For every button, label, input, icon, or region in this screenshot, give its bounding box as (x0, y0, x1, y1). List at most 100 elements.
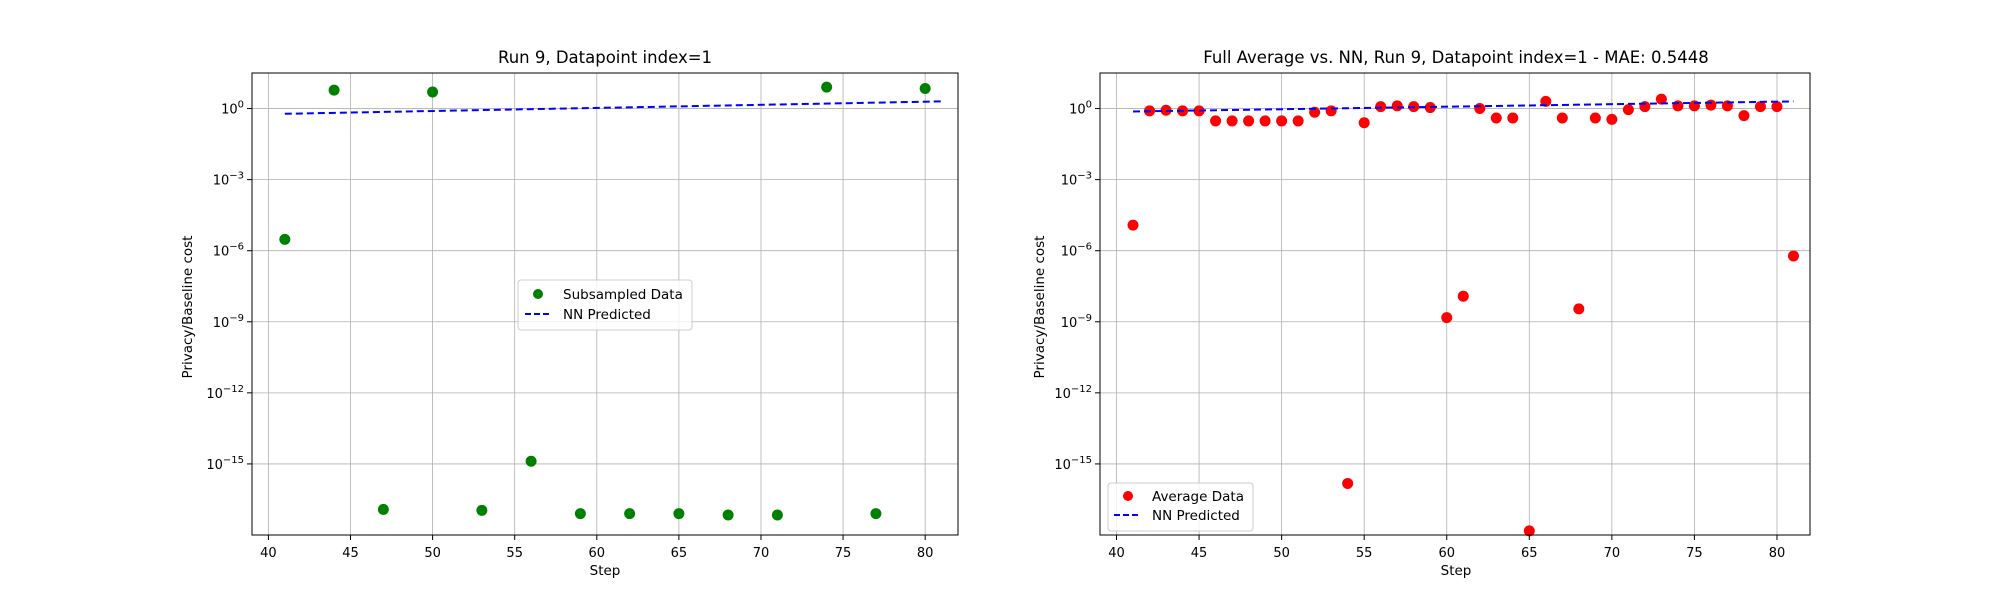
left-x-tick-label: 70 (753, 546, 770, 561)
right-chart-title: Full Average vs. NN, Run 9, Datapoint in… (1203, 48, 1708, 67)
right-x-tick-label: 65 (1521, 546, 1538, 561)
right-data-point (1276, 115, 1288, 127)
right-axes-frame (1099, 72, 1811, 536)
right-data-point (1457, 290, 1469, 302)
left-y-tick-label: 100 (221, 100, 244, 118)
right-data-point (1655, 93, 1667, 105)
left-data-point (427, 86, 439, 98)
right-data-point (1441, 312, 1453, 324)
left-x-tick-label: 65 (671, 546, 688, 561)
left-data-point (722, 509, 734, 521)
right-data-point (1507, 112, 1519, 124)
right-data-point (1358, 117, 1370, 129)
left-legend: Subsampled Data NN Predicted (517, 279, 693, 331)
right-x-tick-label: 60 (1438, 546, 1455, 561)
right-y-tick-label: 10−6 (1061, 242, 1092, 260)
left-legend-marker-subsampled (533, 289, 543, 299)
right-data-point (1672, 100, 1684, 112)
right-data-point (1589, 112, 1601, 124)
right-data-point (1540, 95, 1552, 107)
left-y-tick-label: 10−9 (213, 313, 244, 331)
right-y-tick-label: 10−9 (1061, 313, 1092, 331)
right-data-point (1573, 303, 1585, 315)
right-data-point (1226, 115, 1238, 127)
right-y-tick-label: 10−15 (1054, 455, 1092, 473)
left-legend-label-subsampled: Subsampled Data (563, 287, 683, 303)
right-plot-area (1127, 93, 1799, 537)
left-chart: Run 9, Datapoint index=1 Step Privacy/Ba… (180, 48, 959, 579)
left-x-axis-label: Step (590, 563, 621, 579)
left-data-point (574, 508, 586, 520)
left-data-point (919, 83, 931, 95)
right-data-point (1210, 115, 1222, 127)
left-data-point (821, 81, 833, 93)
left-y-tick-label: 10−6 (213, 242, 244, 260)
right-data-point (1474, 103, 1486, 115)
left-data-point (771, 509, 783, 521)
right-data-point (1292, 115, 1304, 127)
left-y-tick-label: 10−12 (206, 384, 244, 402)
right-legend-label-nn: NN Predicted (1152, 508, 1240, 524)
left-x-tick-label: 50 (424, 546, 441, 561)
right-legend: Average Data NN Predicted (1107, 482, 1254, 532)
left-y-tick-label: 10−3 (213, 171, 244, 189)
left-data-point (673, 508, 685, 520)
right-data-point (1556, 112, 1568, 124)
right-data-point (1705, 99, 1717, 111)
left-data-point (870, 508, 882, 520)
right-data-point (1523, 525, 1535, 537)
right-x-tick-label: 45 (1191, 546, 1208, 561)
right-data-point (1787, 250, 1799, 262)
right-grid (1100, 73, 1810, 535)
right-x-axis-label: Step (1441, 563, 1472, 579)
left-y-tick-label: 10−15 (206, 455, 244, 473)
right-data-point (1754, 101, 1766, 113)
left-data-point (328, 84, 340, 96)
right-x-tick-label: 70 (1604, 546, 1621, 561)
left-data-point (279, 233, 291, 245)
right-x-tick-label: 75 (1686, 546, 1703, 561)
left-legend-box (517, 279, 693, 331)
right-data-point (1243, 115, 1255, 127)
left-axes-frame (251, 72, 959, 536)
right-data-point (1325, 105, 1337, 117)
right-y-tick-label: 10−3 (1061, 171, 1092, 189)
left-x-tick-label: 80 (917, 546, 934, 561)
left-chart-title: Run 9, Datapoint index=1 (498, 48, 712, 67)
left-plot-area (279, 81, 942, 521)
right-y-axis-label: Privacy/Baseline cost (1032, 236, 1048, 379)
left-x-tick-label: 45 (342, 546, 359, 561)
right-data-point (1490, 112, 1502, 124)
right-data-point (1606, 113, 1618, 125)
left-legend-label-nn: NN Predicted (563, 307, 651, 323)
right-data-point (1738, 110, 1750, 122)
right-data-point (1259, 115, 1271, 127)
right-x-tick-label: 50 (1273, 546, 1290, 561)
left-data-point (624, 508, 636, 520)
left-x-tick-label: 40 (260, 546, 277, 561)
right-data-point (1342, 477, 1354, 489)
right-data-point (1622, 104, 1634, 116)
left-x-tick-label: 55 (506, 546, 523, 561)
left-data-point (476, 504, 488, 516)
right-data-point (1391, 100, 1403, 112)
right-data-point (1375, 101, 1387, 113)
right-nn-predicted-line (1133, 100, 1794, 113)
left-y-axis-label: Privacy/Baseline cost (180, 236, 196, 379)
right-x-tick-label: 80 (1769, 546, 1786, 561)
left-x-tick-label: 75 (835, 546, 852, 561)
left-data-point (377, 503, 389, 515)
left-axis-ticks: 40 45 50 55 60 65 70 75 80 100 10−3 10−6 10−9 10−12 10… (206, 72, 959, 561)
right-axis-ticks: 40 45 50 55 60 65 70 75 80 100 10−3 10−6 10−9 10−12 10… (1054, 72, 1811, 561)
right-y-tick-label: 100 (1069, 100, 1092, 118)
left-data-point (525, 455, 537, 467)
right-data-point (1771, 101, 1783, 113)
right-legend-label-average: Average Data (1152, 489, 1244, 505)
right-legend-marker-average (1123, 491, 1133, 501)
right-chart: Full Average vs. NN, Run 9, Datapoint in… (1032, 48, 1811, 579)
right-y-tick-label: 10−12 (1054, 384, 1092, 402)
right-data-point (1127, 219, 1139, 231)
right-x-tick-label: 40 (1108, 546, 1125, 561)
